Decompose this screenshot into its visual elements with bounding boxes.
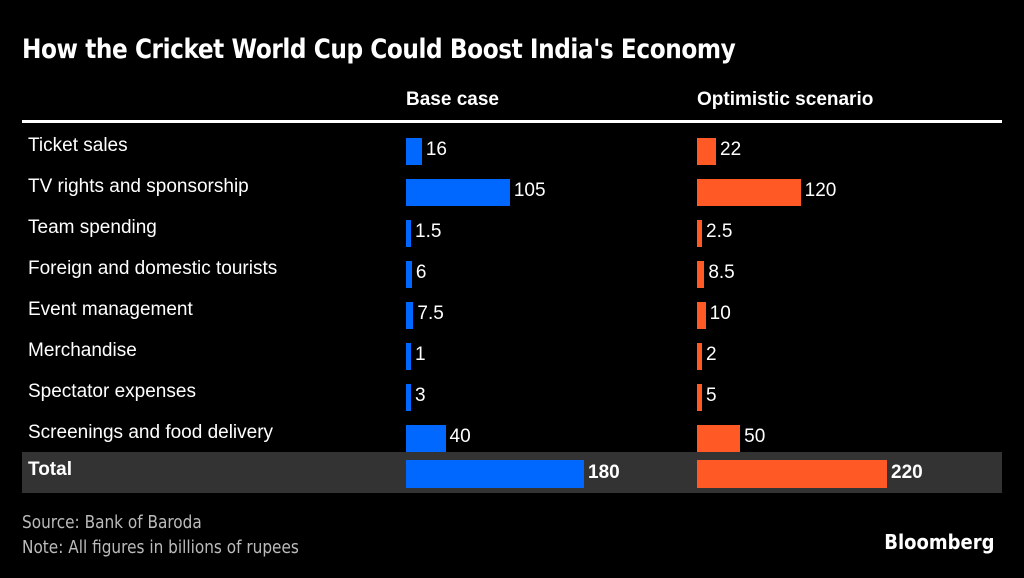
row-label: Spectator expenses <box>28 381 196 402</box>
total-label: Total <box>28 459 72 480</box>
value-label-base: 16 <box>425 139 447 160</box>
value-label-optimistic: 5 <box>706 385 717 406</box>
row-label: TV rights and sponsorship <box>28 176 249 197</box>
table-row: Merchandise 1 2 <box>22 330 1002 371</box>
column-header-base: Base case <box>406 89 499 110</box>
value-label-base: 1 <box>415 344 426 365</box>
table-row: Spectator expenses 3 5 <box>22 371 1002 412</box>
bar-base <box>406 302 414 329</box>
bar-optimistic <box>697 384 702 411</box>
bar-optimistic <box>697 261 705 288</box>
header-rule <box>22 120 1002 123</box>
row-label: Ticket sales <box>28 135 128 156</box>
total-bar-optimistic <box>697 460 887 488</box>
row-label: Screenings and food delivery <box>28 422 274 443</box>
value-label-optimistic: 8.5 <box>708 262 735 283</box>
bar-base <box>406 220 411 247</box>
value-label-base: 7.5 <box>417 303 444 324</box>
value-label-base: 105 <box>513 180 546 201</box>
bar-base <box>406 343 411 370</box>
total-bar-base <box>406 460 584 488</box>
bar-optimistic <box>697 302 706 329</box>
bar-base <box>406 138 422 165</box>
row-label: Event management <box>28 299 193 320</box>
bar-optimistic <box>697 343 702 370</box>
bloomberg-logo: Bloomberg <box>883 530 994 554</box>
row-label: Merchandise <box>28 340 137 361</box>
bar-optimistic <box>697 138 716 165</box>
chart-title: How the Cricket World Cup Could Boost In… <box>22 34 736 65</box>
bar-optimistic <box>697 220 702 247</box>
bar-base <box>406 261 412 288</box>
row-label: Team spending <box>28 217 157 238</box>
value-label-optimistic: 2 <box>706 344 717 365</box>
row-label: Foreign and domestic tourists <box>28 258 278 279</box>
table-row: Ticket sales 16 22 <box>22 125 1002 166</box>
table-row: Foreign and domestic tourists 6 8.5 <box>22 248 1002 289</box>
bar-base <box>406 425 446 452</box>
table-row: Screenings and food delivery 40 50 <box>22 412 1002 453</box>
total-row: Total 180 220 <box>22 452 1002 493</box>
table-row: Team spending 1.5 2.5 <box>22 207 1002 248</box>
value-label-base: 40 <box>449 426 471 447</box>
value-label-base: 1.5 <box>415 221 442 242</box>
source-note: Source: Bank of Baroda <box>22 512 202 533</box>
value-label-optimistic: 120 <box>804 180 837 201</box>
bar-base <box>406 179 510 206</box>
value-label-base: 3 <box>415 385 426 406</box>
units-note: Note: All figures in billions of rupees <box>22 537 299 558</box>
bar-optimistic <box>697 179 801 206</box>
table-row: TV rights and sponsorship 105 120 <box>22 166 1002 207</box>
total-value-optimistic: 220 <box>891 462 923 483</box>
value-label-optimistic: 50 <box>744 426 766 447</box>
table-row: Event management 7.5 10 <box>22 289 1002 330</box>
bar-optimistic <box>697 425 741 452</box>
total-value-base: 180 <box>588 462 620 483</box>
bar-base <box>406 384 411 411</box>
value-label-optimistic: 22 <box>720 139 742 160</box>
value-label-optimistic: 2.5 <box>706 221 733 242</box>
column-header-optimistic: Optimistic scenario <box>697 89 874 110</box>
value-label-base: 6 <box>415 262 427 283</box>
value-label-optimistic: 10 <box>709 303 731 324</box>
